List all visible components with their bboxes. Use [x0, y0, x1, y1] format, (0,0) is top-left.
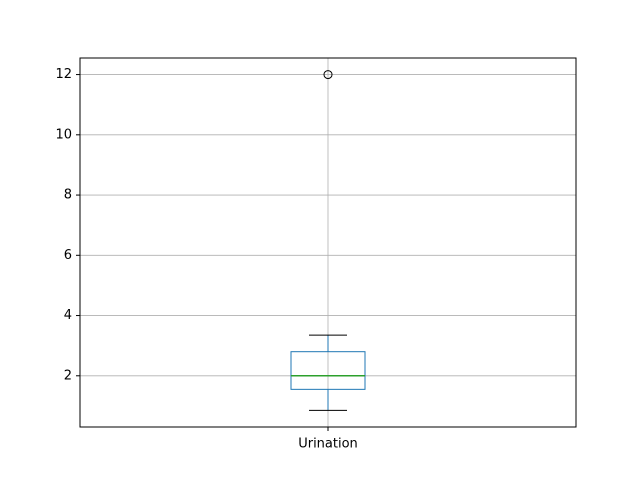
- y-tick-label: 8: [64, 188, 72, 203]
- grid-layer: [80, 58, 576, 427]
- y-tick-label: 4: [64, 308, 72, 323]
- ticks-layer: 2 4 6 8 10 12 Urination: [55, 67, 357, 451]
- y-tick-label: 12: [55, 67, 72, 82]
- y-tick-label: 10: [55, 127, 72, 142]
- y-tick-label: 2: [64, 368, 72, 383]
- marks-layer: [290, 70, 366, 411]
- y-tick-label: 6: [64, 248, 72, 263]
- iqr-box: [290, 351, 366, 390]
- outlier-point: [323, 70, 333, 80]
- x-tick-label: Urination: [298, 437, 358, 452]
